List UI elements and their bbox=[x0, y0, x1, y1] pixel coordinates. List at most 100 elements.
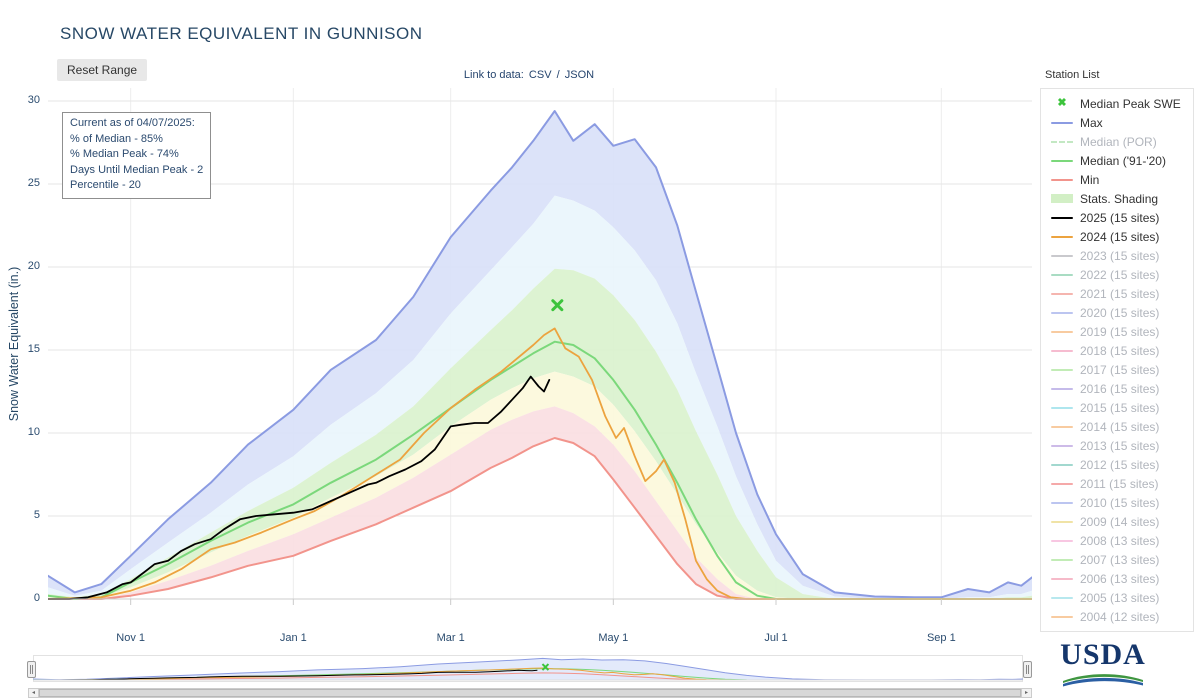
legend-item-2005-13-sites[interactable]: 2005 (13 sites) bbox=[1041, 588, 1193, 607]
legend-item-median-91-20[interactable]: Median ('91-'20) bbox=[1041, 151, 1193, 170]
dashed-line-swatch bbox=[1051, 140, 1073, 143]
line-swatch bbox=[1051, 368, 1073, 371]
line-swatch bbox=[1051, 216, 1073, 219]
legend-item-label: 2017 (15 sites) bbox=[1080, 362, 1160, 377]
legend-item-label: 2015 (15 sites) bbox=[1080, 400, 1160, 415]
navigator-left-handle[interactable] bbox=[27, 661, 36, 678]
legend-item-2022-15-sites[interactable]: 2022 (15 sites) bbox=[1041, 265, 1193, 284]
line-swatch bbox=[1051, 178, 1073, 181]
legend-item-label: 2019 (15 sites) bbox=[1080, 324, 1160, 339]
scrollbar-thumb[interactable] bbox=[39, 689, 1021, 697]
legend-item-label: 2010 (15 sites) bbox=[1080, 495, 1160, 510]
scrollbar-track[interactable] bbox=[39, 688, 1021, 698]
legend-item-2020-15-sites[interactable]: 2020 (15 sites) bbox=[1041, 303, 1193, 322]
legend: ✖ Median Peak SWE Max Median (POR) Median ('… bbox=[1040, 88, 1194, 632]
current-conditions-tooltip: Current as of 04/07/2025: % of Median - … bbox=[62, 112, 212, 199]
median-peak-swe-marker bbox=[551, 299, 564, 312]
legend-item-label: 2008 (13 sites) bbox=[1080, 533, 1160, 548]
x-marker-icon: ✖ bbox=[1057, 97, 1067, 109]
stats-shading-band-max-p90 bbox=[48, 111, 1032, 599]
stats-shading-band-p10-min bbox=[48, 406, 1032, 599]
legend-item-median-por[interactable]: Median (POR) bbox=[1041, 132, 1193, 151]
legend-item-2011-15-sites[interactable]: 2011 (15 sites) bbox=[1041, 474, 1193, 493]
tooltip-line: % of Median - 85% bbox=[70, 132, 163, 145]
y-axis-tick-label: 30 bbox=[27, 94, 40, 106]
legend-item-label: 2020 (15 sites) bbox=[1080, 305, 1160, 320]
legend-item-2009-14-sites[interactable]: 2009 (14 sites) bbox=[1041, 512, 1193, 531]
line-swatch bbox=[1051, 482, 1073, 485]
legend-item-2021-15-sites[interactable]: 2021 (15 sites) bbox=[1041, 284, 1193, 303]
line-swatch bbox=[1051, 406, 1073, 409]
legend-item-label: Min bbox=[1080, 172, 1100, 187]
legend-item-2014-15-sites[interactable]: 2014 (15 sites) bbox=[1041, 417, 1193, 436]
shading-swatch bbox=[1051, 194, 1073, 203]
series-line-2024-15-sites bbox=[48, 327, 1032, 600]
legend-item-stats-shading[interactable]: Stats. Shading bbox=[1041, 189, 1193, 208]
legend-item-2008-13-sites[interactable]: 2008 (13 sites) bbox=[1041, 531, 1193, 550]
line-swatch bbox=[1051, 235, 1073, 238]
legend-item-2018-15-sites[interactable]: 2018 (15 sites) bbox=[1041, 341, 1193, 360]
series-line-2025-15-sites bbox=[48, 375, 551, 600]
tooltip-line: Days Until Median Peak - 2 bbox=[70, 163, 204, 176]
line-swatch bbox=[1051, 577, 1073, 580]
legend-item-2017-15-sites[interactable]: 2017 (15 sites) bbox=[1041, 360, 1193, 379]
scrollbar-left-arrow-icon[interactable]: ◂ bbox=[28, 688, 39, 698]
swe-main-chart bbox=[48, 88, 1032, 605]
y-axis-tick-label: 15 bbox=[27, 343, 40, 355]
legend-item-2015-15-sites[interactable]: 2015 (15 sites) bbox=[1041, 398, 1193, 417]
line-swatch bbox=[1051, 121, 1073, 124]
series-line-max bbox=[48, 110, 1032, 599]
navigator-mini-chart[interactable] bbox=[33, 655, 1023, 683]
json-link[interactable]: JSON bbox=[564, 69, 595, 81]
legend-item-label: 2025 (15 sites) bbox=[1080, 210, 1160, 225]
legend-item-max[interactable]: Max bbox=[1041, 113, 1193, 132]
line-swatch bbox=[1051, 558, 1073, 561]
legend-item-2004-12-sites[interactable]: 2004 (12 sites) bbox=[1041, 607, 1193, 626]
legend-item-label: 2023 (15 sites) bbox=[1080, 248, 1160, 263]
legend-item-2013-15-sites[interactable]: 2013 (15 sites) bbox=[1041, 436, 1193, 455]
legend-item-2016-15-sites[interactable]: 2016 (15 sites) bbox=[1041, 379, 1193, 398]
line-swatch bbox=[1051, 349, 1073, 352]
link-to-data-label: Link to data: bbox=[463, 69, 524, 81]
link-separator: / bbox=[556, 69, 560, 81]
legend-item-2023-15-sites[interactable]: 2023 (15 sites) bbox=[1041, 246, 1193, 265]
legend-item-2025-15-sites[interactable]: 2025 (15 sites) bbox=[1041, 208, 1193, 227]
legend-item-label: 2005 (13 sites) bbox=[1080, 590, 1160, 605]
station-list-label: Station List bbox=[1045, 69, 1100, 81]
legend-item-2007-13-sites[interactable]: 2007 (13 sites) bbox=[1041, 550, 1193, 569]
legend-item-median-peak-swe[interactable]: ✖ Median Peak SWE bbox=[1041, 94, 1193, 113]
legend-item-label: 2014 (15 sites) bbox=[1080, 419, 1160, 434]
csv-link[interactable]: CSV bbox=[528, 69, 552, 81]
legend-item-label: 2013 (15 sites) bbox=[1080, 438, 1160, 453]
legend-item-min[interactable]: Min bbox=[1041, 170, 1193, 189]
line-swatch bbox=[1051, 425, 1073, 428]
line-swatch bbox=[1051, 596, 1073, 599]
x-axis-tick-label: Jan 1 bbox=[279, 632, 307, 644]
line-swatch bbox=[1051, 463, 1073, 466]
legend-item-label: 2021 (15 sites) bbox=[1080, 286, 1160, 301]
legend-item-label: Median Peak SWE bbox=[1080, 96, 1181, 111]
line-swatch bbox=[1051, 615, 1073, 618]
line-swatch bbox=[1051, 292, 1073, 295]
legend-item-2006-13-sites[interactable]: 2006 (13 sites) bbox=[1041, 569, 1193, 588]
navigator-series-2025-15-sites bbox=[33, 669, 538, 681]
legend-list: ✖ Median Peak SWE Max Median (POR) Median ('… bbox=[1041, 94, 1193, 626]
line-swatch bbox=[1051, 254, 1073, 257]
legend-item-2019-15-sites[interactable]: 2019 (15 sites) bbox=[1041, 322, 1193, 341]
tooltip-line: % Median Peak - 74% bbox=[70, 148, 179, 161]
usda-logo-text: USDA bbox=[1060, 638, 1146, 671]
legend-item-2012-15-sites[interactable]: 2012 (15 sites) bbox=[1041, 455, 1193, 474]
legend-item-label: 2006 (13 sites) bbox=[1080, 571, 1160, 586]
stats-shading-band-p90-p70 bbox=[48, 195, 1032, 599]
line-swatch bbox=[1051, 539, 1073, 542]
line-swatch bbox=[1051, 159, 1073, 162]
legend-item-2024-15-sites[interactable]: 2024 (15 sites) bbox=[1041, 227, 1193, 246]
legend-item-2010-15-sites[interactable]: 2010 (15 sites) bbox=[1041, 493, 1193, 512]
legend-item-label: Median ('91-'20) bbox=[1080, 153, 1166, 168]
legend-item-label: 2022 (15 sites) bbox=[1080, 267, 1160, 282]
navigator-right-handle[interactable] bbox=[1023, 661, 1032, 678]
y-axis-tick-label: 20 bbox=[27, 260, 40, 272]
scrollbar-right-arrow-icon[interactable]: ▸ bbox=[1021, 688, 1032, 698]
legend-item-label: 2024 (15 sites) bbox=[1080, 229, 1160, 244]
reset-range-button[interactable]: Reset Range bbox=[57, 59, 148, 81]
